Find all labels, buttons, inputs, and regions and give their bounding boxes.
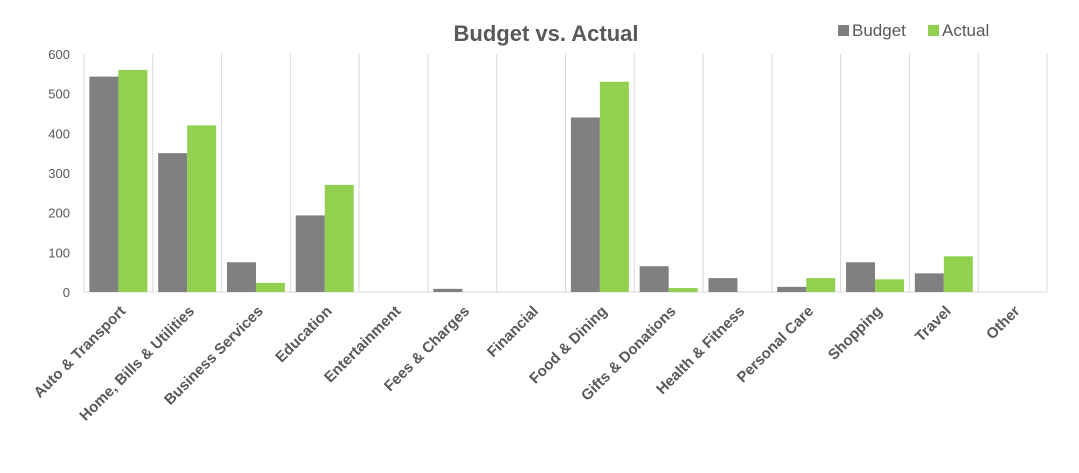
legend: Budget Actual: [838, 21, 989, 40]
bar-budget: [158, 153, 188, 292]
bars: [89, 69, 973, 293]
bar-actual: [255, 282, 285, 292]
category-label: Other: [983, 303, 1023, 343]
chart-title: Budget vs. Actual: [454, 21, 639, 46]
bar-actual: [599, 81, 629, 293]
y-tick-label: 0: [63, 285, 70, 300]
bar-budget: [295, 215, 325, 292]
category-label: Travel: [912, 303, 955, 346]
grid-lines: [83, 54, 1048, 293]
bar-budget: [433, 288, 463, 292]
bar-budget: [639, 266, 669, 292]
y-tick-label: 500: [48, 87, 70, 102]
legend-swatch-budget: [838, 25, 849, 36]
bar-actual: [943, 256, 973, 292]
bar-budget: [226, 262, 256, 292]
bar-actual: [806, 278, 836, 292]
category-label: Shopping: [825, 303, 886, 364]
y-tick-label: 600: [48, 47, 70, 62]
y-tick-label: 100: [48, 245, 70, 260]
y-tick-label: 200: [48, 206, 70, 221]
category-label: Home, Bills & Utilities: [76, 303, 198, 425]
bar-actual: [875, 279, 905, 292]
legend-swatch-actual: [928, 25, 939, 36]
bar-budget: [777, 286, 807, 292]
category-label: Financial: [484, 303, 542, 361]
legend-label-actual: Actual: [942, 21, 989, 40]
bar-budget: [708, 278, 738, 292]
legend-label-budget: Budget: [852, 21, 906, 40]
bar-budget: [914, 273, 944, 292]
y-tick-label: 400: [48, 126, 70, 141]
bar-budget: [846, 262, 876, 292]
bar-actual: [187, 125, 217, 293]
category-label: Education: [272, 303, 335, 366]
y-tick-label: 300: [48, 166, 70, 181]
bar-actual: [118, 69, 148, 292]
bar-budget: [570, 117, 600, 292]
y-axis: 0 100 200 300 400 500 600: [48, 47, 70, 300]
bar-actual: [668, 288, 698, 292]
bar-actual: [324, 184, 354, 292]
bar-budget: [89, 76, 119, 292]
